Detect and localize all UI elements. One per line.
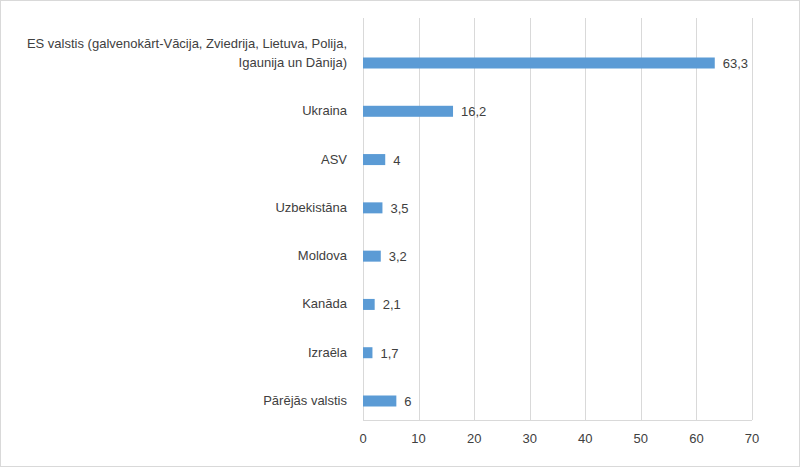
category-label: ES valstis (galvenokārt-Vācija, Zviedrij… <box>27 36 347 70</box>
data-label: 16,2 <box>461 104 486 119</box>
bar <box>363 299 375 310</box>
category-label: ASV <box>321 152 347 167</box>
bars <box>363 58 715 407</box>
bar <box>363 251 381 262</box>
category-label: Izraēla <box>308 345 348 360</box>
tick-label: 20 <box>467 431 481 446</box>
category-label: Ukraina <box>302 103 348 118</box>
grid-line <box>474 18 475 420</box>
bar <box>363 396 396 407</box>
frame <box>1 1 800 467</box>
data-label: 1,7 <box>380 346 398 361</box>
bar <box>363 202 382 213</box>
tick-label: 10 <box>411 431 425 446</box>
tick-label: 0 <box>359 431 366 446</box>
data-label: 4 <box>393 153 400 168</box>
tick-label: 60 <box>689 431 703 446</box>
bar <box>363 154 385 165</box>
grid-line <box>752 18 753 420</box>
tick-label: 40 <box>578 431 592 446</box>
tick-label: 30 <box>522 431 536 446</box>
category-label: Kanāda <box>302 296 348 311</box>
bar <box>363 58 715 69</box>
grid-line <box>696 18 697 420</box>
data-label: 63,3 <box>723 56 748 71</box>
data-label: 3,2 <box>389 249 407 264</box>
tick-label: 70 <box>745 431 759 446</box>
grid-line <box>363 18 364 420</box>
chart: 0 10 20 30 40 50 60 70 ES valstis (galvenokārt-V… <box>0 0 800 467</box>
category-label: Moldova <box>298 248 348 263</box>
bar <box>363 106 453 117</box>
axis-line <box>363 420 752 421</box>
grid-line <box>419 18 420 420</box>
category-label: Uzbekistāna <box>275 200 347 215</box>
grid-line <box>530 18 531 420</box>
data-label: 2,1 <box>383 297 401 312</box>
category-label: Pārējās valstis <box>263 393 347 408</box>
data-label: 6 <box>404 394 411 409</box>
bar <box>363 347 372 358</box>
grid-line <box>641 18 642 420</box>
grid-line <box>585 18 586 420</box>
grid <box>364 18 753 420</box>
tick-label: 50 <box>634 431 648 446</box>
data-label: 3,5 <box>390 201 408 216</box>
